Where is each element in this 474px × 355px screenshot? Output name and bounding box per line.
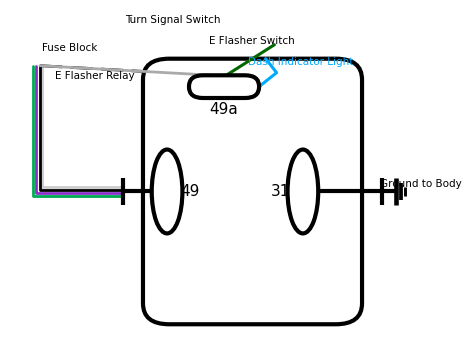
Text: Turn Signal Switch: Turn Signal Switch (126, 15, 221, 25)
Text: E Flasher Switch: E Flasher Switch (209, 36, 294, 46)
Text: Ground to Body: Ground to Body (380, 180, 461, 190)
Ellipse shape (152, 149, 182, 233)
Text: Dash Indicator Light: Dash Indicator Light (248, 57, 354, 67)
Text: 49a: 49a (210, 102, 238, 117)
Text: 49: 49 (180, 184, 200, 199)
Ellipse shape (288, 149, 318, 233)
FancyBboxPatch shape (143, 59, 362, 324)
FancyBboxPatch shape (189, 75, 259, 98)
Text: E Flasher Relay: E Flasher Relay (55, 71, 135, 81)
Text: 31: 31 (270, 184, 290, 199)
Text: Fuse Block: Fuse Block (42, 43, 98, 53)
